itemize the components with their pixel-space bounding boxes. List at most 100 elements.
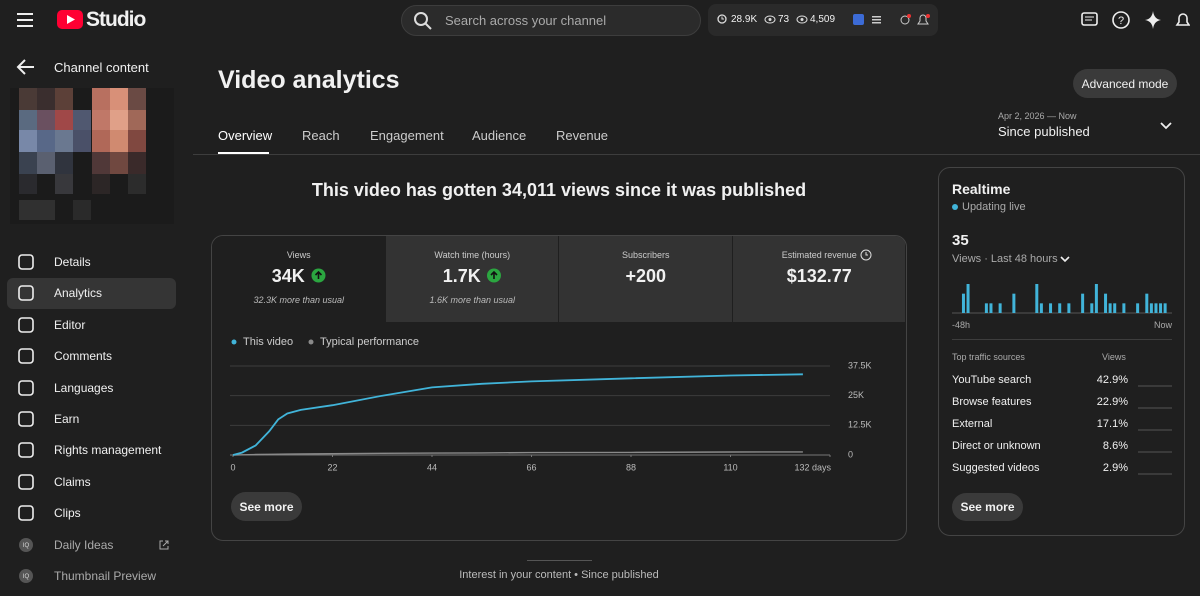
tab[interactable]: Revenue (556, 128, 609, 143)
realtime-status: Updating live (962, 201, 1026, 213)
metric-value: $132.77 (786, 266, 852, 286)
see-more-button[interactable]: See more (231, 492, 302, 521)
nav-icon (18, 442, 34, 458)
nav-item[interactable]: Clips (54, 506, 81, 520)
see-more-button[interactable]: See more (952, 493, 1023, 521)
source-name: Suggested videos (952, 462, 1040, 474)
source-name: Direct or unknown (952, 440, 1041, 452)
trend-icon (311, 268, 326, 283)
tab[interactable]: Overview (218, 128, 273, 143)
nav-icon (18, 505, 34, 521)
nav-item[interactable]: Comments (54, 349, 113, 363)
metric-card[interactable]: Subscribers +200 (559, 236, 732, 322)
realtime-title: Realtime (952, 181, 1011, 197)
metric-card[interactable]: Watch time (hours) 1.7K 1.6K more than usu… (385, 236, 558, 322)
source-name: Browse features (952, 396, 1032, 408)
nav-icon: IQ (19, 538, 33, 552)
nav-icon (18, 285, 34, 301)
realtime-x-label: Now (1153, 320, 1172, 330)
stat: 73 (778, 14, 790, 25)
divider (193, 154, 1200, 155)
back-icon[interactable] (16, 58, 36, 76)
nav-icon (18, 317, 34, 333)
search-icon (414, 12, 432, 30)
header-actions[interactable]: ? (1080, 10, 1190, 30)
nav-item[interactable]: Editor (54, 318, 86, 332)
tab[interactable]: Audience (472, 128, 527, 143)
metrics-card: Views 34K 32.3K more than usual Watch time … (211, 235, 907, 541)
nav-item[interactable]: Details (54, 255, 91, 269)
source-share: 2.9% (1102, 462, 1128, 474)
realtime-x-label: -48h (952, 320, 971, 330)
period[interactable]: Since published (998, 124, 1090, 139)
chevron[interactable] (1059, 255, 1071, 264)
svg-text:IQ: IQ (23, 574, 30, 580)
metric-value: +200 (625, 266, 667, 286)
metric-label: Views (286, 250, 311, 260)
footer-text: Interest in your content • Since publish… (459, 569, 659, 581)
realtime-panel (938, 167, 1185, 536)
nav-selected (7, 278, 176, 309)
nav-icon: IQ (19, 569, 33, 583)
nav-icon (18, 348, 34, 364)
divider (952, 339, 1172, 340)
metric-label: Estimated revenue (781, 250, 857, 260)
nav-item[interactable]: Thumbnail Preview (54, 569, 157, 583)
nav-icon (18, 474, 34, 490)
nav-item[interactable]: Claims (54, 475, 91, 489)
nav-icon (18, 380, 34, 396)
realtime-caption: Views · Last 48 hours (952, 253, 1058, 265)
nav-item[interactable]: Daily Ideas (54, 538, 114, 552)
info-icon[interactable] (860, 249, 872, 261)
metric-note: 1.6K more than usual (429, 295, 516, 305)
date-range: Apr 2, 2026 — Now (998, 111, 1077, 121)
stat-icon (717, 14, 727, 24)
logo-icon (57, 10, 83, 29)
metric-label: Watch time (hours) (434, 250, 511, 260)
metric-card[interactable]: Estimated revenue $132.77 (732, 236, 905, 322)
tab-underline (218, 152, 269, 154)
metric-label: Subscribers (621, 250, 670, 260)
extension-icons[interactable] (853, 13, 933, 27)
divider (527, 560, 592, 561)
source-share: 22.9% (1096, 396, 1128, 408)
back-label[interactable]: Channel content (54, 60, 149, 75)
chevron[interactable] (1159, 121, 1173, 131)
logo-text: Studio (86, 8, 146, 31)
live-dot (952, 204, 958, 210)
tab[interactable]: Reach (302, 128, 340, 143)
headline: This video has gotten 34,011 views since… (311, 180, 807, 200)
stats-box (708, 4, 938, 36)
metric-card[interactable]: Views 34K 32.3K more than usual (212, 236, 385, 322)
trend-icon (487, 268, 502, 283)
tab[interactable]: Engagement (370, 128, 444, 143)
source-share: 17.1% (1096, 418, 1128, 430)
search-box[interactable] (401, 5, 701, 36)
stat: 4,509 (810, 14, 836, 25)
nav-item[interactable]: Earn (54, 412, 80, 426)
svg-text:?: ? (1118, 15, 1124, 27)
nav-item[interactable]: Languages (54, 381, 114, 395)
source-share: 8.6% (1102, 440, 1128, 452)
metric-value: 1.7K (443, 267, 502, 285)
metric-note: 32.3K more than usual (253, 295, 345, 305)
source-name: YouTube search (952, 374, 1032, 386)
stat-icon (764, 15, 776, 24)
external-icon (159, 540, 169, 550)
nav-icon (18, 254, 34, 270)
sources-column: Views (1102, 352, 1126, 362)
stat-icon (796, 15, 808, 24)
nav-item[interactable]: Rights management (54, 443, 162, 457)
metric-value: 34K (272, 267, 326, 285)
nav-item[interactable]: Analytics (54, 286, 103, 300)
sources-title: Top traffic sources (952, 352, 1025, 362)
stat: 28.9K (731, 14, 758, 25)
svg-text:IQ: IQ (23, 543, 30, 549)
thumbnail[interactable] (10, 88, 174, 224)
menu-icon[interactable] (17, 12, 37, 28)
nav-icon (18, 411, 34, 427)
advanced-mode-button[interactable]: Advanced mode (1073, 69, 1177, 98)
search-placeholder: Search across your channel (445, 13, 607, 28)
realtime-total: 35 (952, 232, 969, 249)
